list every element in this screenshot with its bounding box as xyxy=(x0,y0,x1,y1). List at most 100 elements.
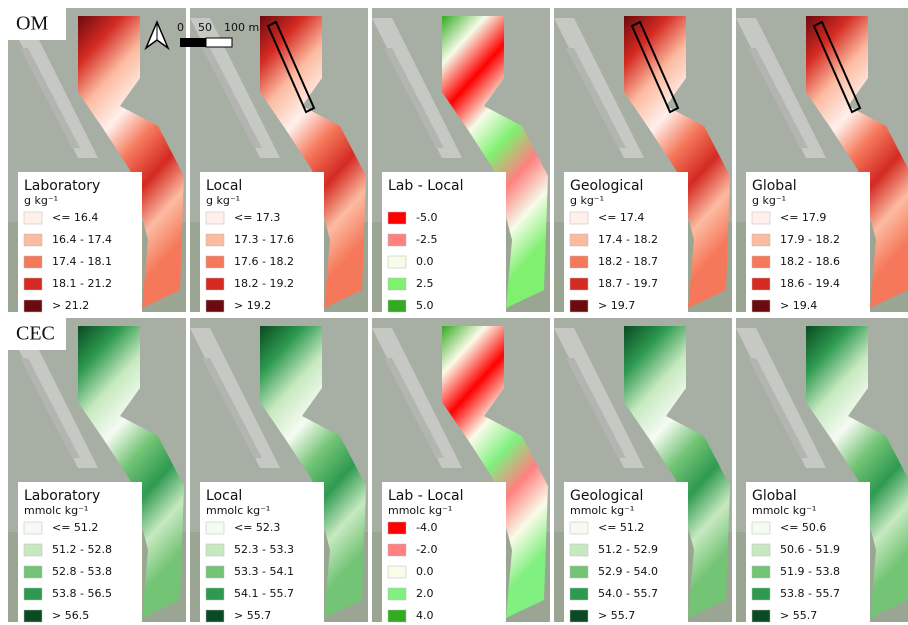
legend-label: 51.9 - 53.8 xyxy=(780,565,840,578)
legend-swatch xyxy=(388,234,406,246)
legend-label: <= 50.6 xyxy=(780,521,826,534)
legend-swatch xyxy=(24,212,42,224)
legend-label: <= 17.3 xyxy=(234,211,280,224)
legend-label: 53.8 - 55.7 xyxy=(780,587,840,600)
scale-bar-black xyxy=(180,38,206,47)
legend-swatch xyxy=(570,566,588,578)
legend-swatch xyxy=(388,566,406,578)
legend-label: 2.5 xyxy=(416,277,434,290)
legend-label: 17.6 - 18.2 xyxy=(234,255,294,268)
legend-title: Local xyxy=(206,178,242,194)
legend-swatch xyxy=(570,256,588,268)
legend-title: Laboratory xyxy=(24,488,100,504)
legend-label: 18.2 - 19.2 xyxy=(234,277,294,290)
legend-label: 52.8 - 53.8 xyxy=(52,565,112,578)
legend-label: <= 52.3 xyxy=(234,521,280,534)
legend: Localg kg⁻¹ <= 17.3 17.3 - 17.6 17.6 - 18.2… xyxy=(200,172,324,312)
legend-swatch xyxy=(206,300,224,312)
legend-swatch xyxy=(388,522,406,534)
legend-unit: g kg⁻¹ xyxy=(206,194,240,207)
legend-label: 4.0 xyxy=(416,609,434,622)
legend-label: > 19.2 xyxy=(234,299,271,312)
legend-swatch xyxy=(24,234,42,246)
legend-swatch xyxy=(24,256,42,268)
legend-title: Laboratory xyxy=(24,178,100,194)
legend-swatch xyxy=(570,588,588,600)
legend-label: > 55.7 xyxy=(780,609,817,622)
legend-title: Global xyxy=(752,178,797,194)
legend-title: Geological xyxy=(570,178,643,194)
legend-unit: mmolc kg⁻¹ xyxy=(388,504,452,517)
legend-swatch xyxy=(206,566,224,578)
figure: Laboratoryg kg⁻¹<= 16.416.4 - 17.417.4 -… xyxy=(0,0,908,625)
legend-label: 18.7 - 19.7 xyxy=(598,277,658,290)
scale-label: 0 xyxy=(177,21,184,34)
legend-label: 53.3 - 54.1 xyxy=(234,565,294,578)
legend-label: -5.0 xyxy=(416,211,437,224)
legend-swatch xyxy=(206,234,224,246)
map-panel: Lab - Local-5.0-2.50.02.55.0 xyxy=(372,8,550,312)
legend-title: Lab - Local xyxy=(388,488,464,504)
legend-unit: mmolc kg⁻¹ xyxy=(752,504,816,517)
legend-swatch xyxy=(752,256,770,268)
legend-label: <= 51.2 xyxy=(598,521,644,534)
legend-unit: g kg⁻¹ xyxy=(570,194,604,207)
legend-unit: mmolc kg⁻¹ xyxy=(24,504,88,517)
row-label: OM xyxy=(16,13,48,35)
legend-swatch xyxy=(206,212,224,224)
legend-swatch xyxy=(752,566,770,578)
scale-label: 100 m xyxy=(224,21,259,34)
legend-label: -2.0 xyxy=(416,543,437,556)
legend-label: <= 17.9 xyxy=(780,211,826,224)
legend-swatch xyxy=(570,544,588,556)
legend-title: Geological xyxy=(570,488,643,504)
legend-swatch xyxy=(388,256,406,268)
legend-label: > 55.7 xyxy=(598,609,635,622)
legend-swatch xyxy=(388,588,406,600)
legend-swatch xyxy=(24,566,42,578)
legend-label: 52.3 - 53.3 xyxy=(234,543,294,556)
legend-unit: mmolc kg⁻¹ xyxy=(206,504,270,517)
legend-swatch xyxy=(24,610,42,622)
legend-label: 18.1 - 21.2 xyxy=(52,277,112,290)
legend-title: Lab - Local xyxy=(388,178,464,194)
legend-swatch xyxy=(752,544,770,556)
map-panel: Geologicalmmolc kg⁻¹<= 51.251.2 - 52.952… xyxy=(554,318,732,622)
legend: Globalmmolc kg⁻¹<= 50.650.6 - 51.951.9 -… xyxy=(746,482,870,622)
legend-label: 0.0 xyxy=(416,255,434,268)
map-panel: Localmmolc kg⁻¹ <= 52.3 52.3 - 53.3 53.3 - … xyxy=(190,318,368,622)
scale-label: 50 xyxy=(198,21,212,34)
legend-label: 51.2 - 52.8 xyxy=(52,543,112,556)
legend-label: 2.0 xyxy=(416,587,434,600)
legend-title: Local xyxy=(206,488,242,504)
legend-swatch xyxy=(752,300,770,312)
legend-swatch xyxy=(570,278,588,290)
legend-swatch xyxy=(206,610,224,622)
legend: Laboratorymmolc kg⁻¹ <= 51.2 51.2 - 52.8 52… xyxy=(18,482,142,622)
legend-swatch xyxy=(388,544,406,556)
legend-label: 18.6 - 19.4 xyxy=(780,277,840,290)
legend-swatch xyxy=(388,212,406,224)
legend-swatch xyxy=(752,278,770,290)
legend-label: 17.4 - 18.2 xyxy=(598,233,658,246)
legend-title: Global xyxy=(752,488,797,504)
legend-swatch xyxy=(752,522,770,534)
legend-label: <= 51.2 xyxy=(52,521,98,534)
legend-swatch xyxy=(570,212,588,224)
legend-unit: mmolc kg⁻¹ xyxy=(570,504,634,517)
legend-swatch xyxy=(206,588,224,600)
legend-label: 17.3 - 17.6 xyxy=(234,233,294,246)
legend-swatch xyxy=(752,234,770,246)
legend-label: 51.2 - 52.9 xyxy=(598,543,658,556)
legend-label: 17.4 - 18.1 xyxy=(52,255,112,268)
legend-swatch xyxy=(24,278,42,290)
